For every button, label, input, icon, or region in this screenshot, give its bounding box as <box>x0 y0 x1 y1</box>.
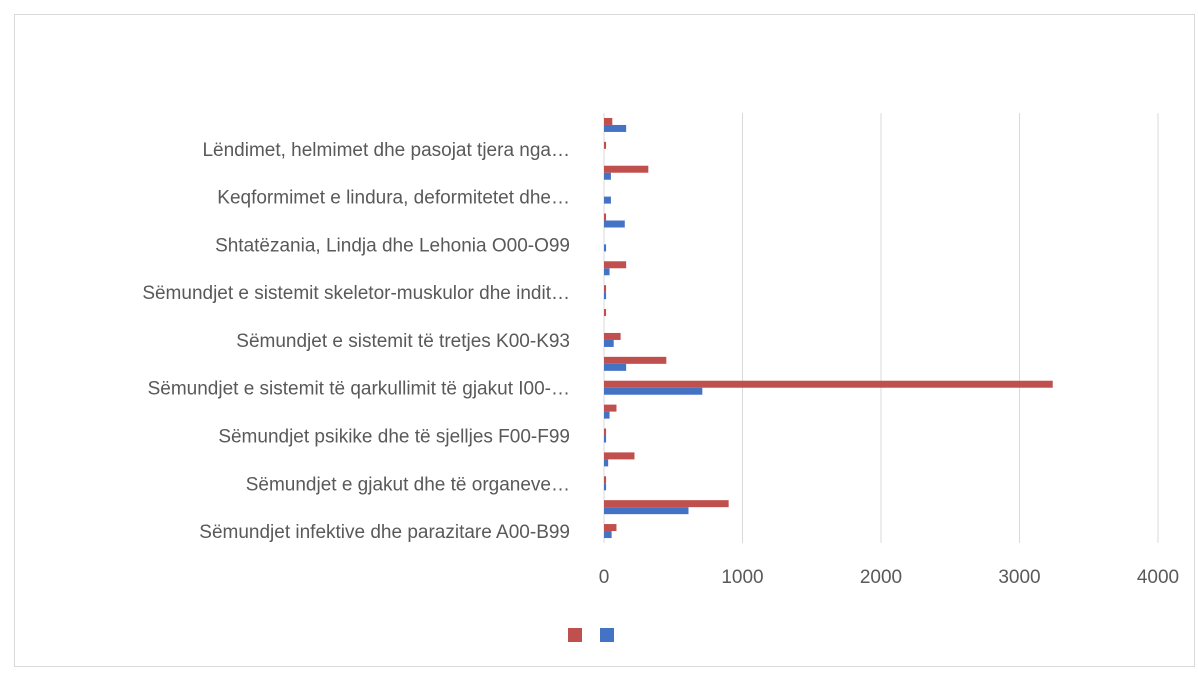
bar <box>604 380 1053 388</box>
x-tick-label: 2000 <box>860 567 902 588</box>
y-tick-label: Sëmundjet e gjakut dhe të organeve… <box>246 474 570 495</box>
y-tick-label: Shtatëzania, Lindja dhe Lehonia O00-O99 <box>215 235 570 256</box>
x-tick-label: 4000 <box>1137 567 1179 588</box>
x-tick-label: 0 <box>599 567 610 588</box>
bar <box>604 507 689 515</box>
bar <box>604 428 607 436</box>
y-tick-label: Lëndimet, helmimet dhe pasojat tjera nga… <box>202 140 570 161</box>
y-tick-label: Sëmundjet e sistemit skeletor-muskulor d… <box>142 283 570 304</box>
bar <box>604 459 609 467</box>
bar <box>604 500 729 508</box>
bar <box>604 124 627 132</box>
y-tick-label: Sëmundjet e sistemit të tretjes K00-K93 <box>236 331 570 352</box>
bar <box>604 332 621 340</box>
y-tick-label: Sëmundjet e sistemit të qarkullimit të g… <box>148 379 570 400</box>
bar <box>604 117 613 125</box>
bar <box>604 356 667 364</box>
y-tick-label: Sëmundjet infektive dhe parazitare A00-B… <box>199 522 570 543</box>
bar <box>604 411 610 419</box>
bar <box>604 196 611 204</box>
bar <box>604 339 614 347</box>
bar <box>604 285 607 293</box>
bar <box>604 387 703 395</box>
bar <box>604 524 617 532</box>
bar <box>604 244 607 252</box>
bar <box>604 172 611 180</box>
bar <box>604 292 607 300</box>
x-tick-label: 3000 <box>998 567 1040 588</box>
bar <box>604 483 607 491</box>
x-tick-label: 1000 <box>721 567 763 588</box>
bar <box>604 165 649 173</box>
bar <box>604 220 625 228</box>
legend-swatch <box>600 628 614 642</box>
legend-swatch <box>568 628 582 642</box>
y-tick-label: Sëmundjet psikike dhe të sjelljes F00-F9… <box>218 427 570 448</box>
bar <box>604 404 617 412</box>
bar <box>604 141 607 149</box>
bar <box>604 435 607 443</box>
bar <box>604 476 607 484</box>
bar <box>604 213 607 221</box>
y-tick-label: Keqformimet e lindura, deformitetet dhe… <box>217 188 570 209</box>
bar <box>604 531 612 539</box>
bar <box>604 309 607 317</box>
bar <box>604 363 627 371</box>
bar <box>604 452 635 460</box>
bar <box>604 268 610 276</box>
bar <box>604 261 627 269</box>
